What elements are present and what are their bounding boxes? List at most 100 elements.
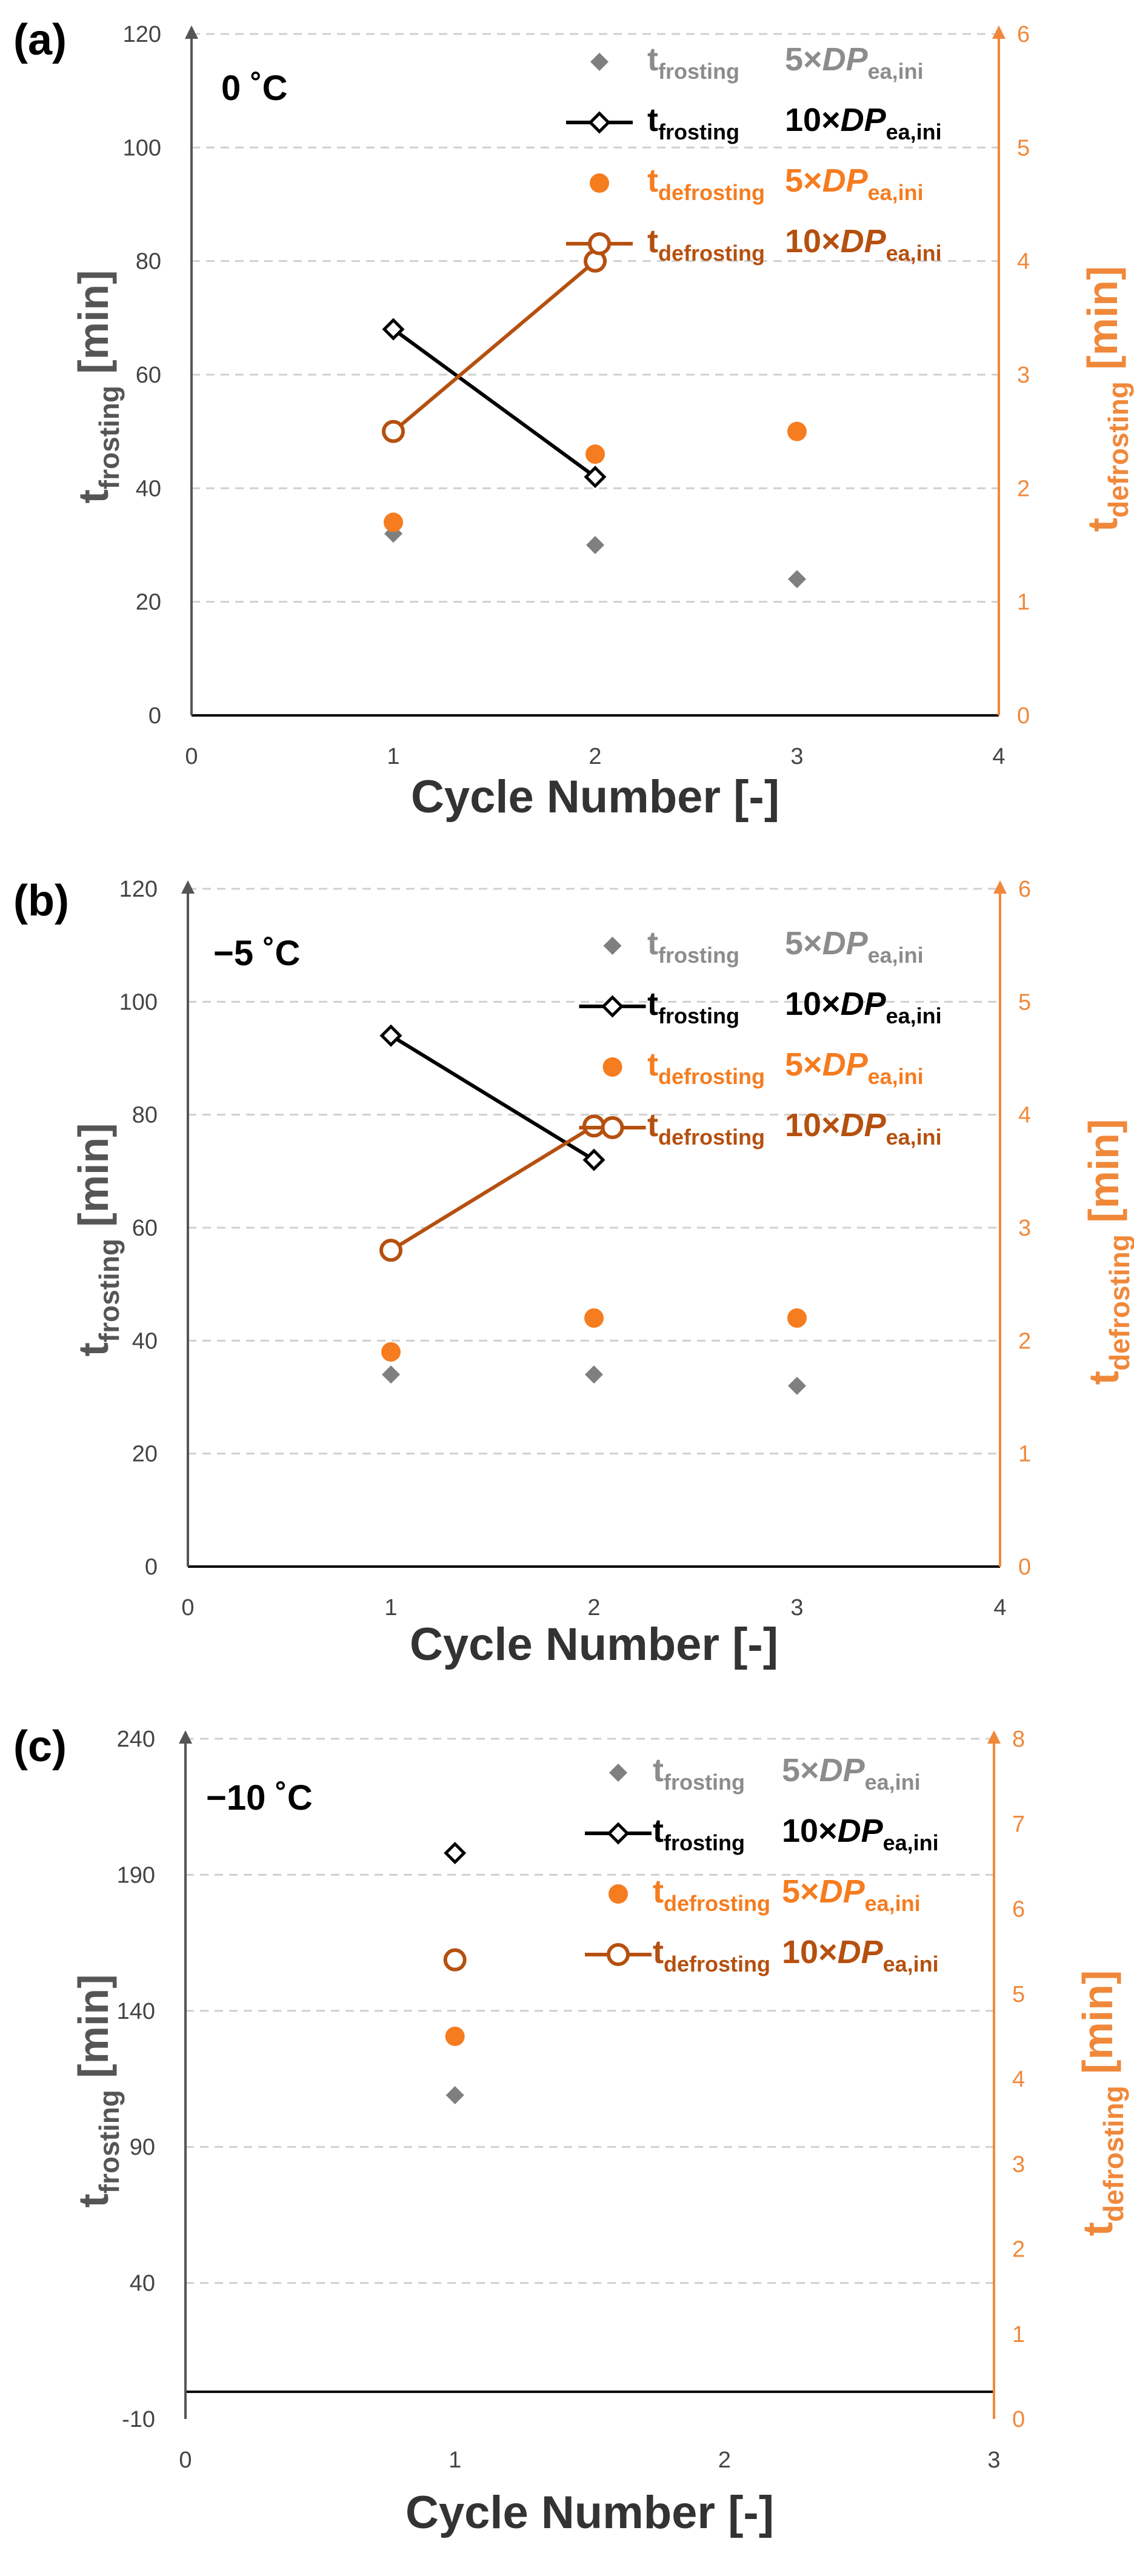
chart-panel-c: -10 40 90 140 190 240 0 1 2 3 4 5 6 7 8 0 1 2 3 Cycle Numbe…	[13, 1722, 1129, 2538]
legend-label-frost10: tfrosting	[647, 986, 739, 1028]
y-tick-label: 40	[130, 2271, 155, 2297]
y-tick-label: 100	[119, 989, 158, 1015]
legend-marker-defrost5	[590, 173, 609, 193]
x-tick-label: 2	[718, 2447, 731, 2473]
panel-label: (c)	[13, 1722, 67, 1771]
panel-label: (a)	[13, 16, 67, 64]
legend-condition-frost10: 10×DPea,ini	[785, 986, 942, 1028]
legend-marker-frost5	[603, 937, 622, 955]
data-point-defrost5	[384, 512, 403, 532]
data-point-defrost5	[787, 421, 807, 441]
y-tick-label: 120	[123, 22, 161, 47]
x-tick-label: 3	[987, 2447, 1000, 2473]
data-point-frost10	[582, 1148, 605, 1171]
data-point-defrost5	[787, 1308, 807, 1328]
data-point-frost5	[382, 1365, 400, 1384]
x-tick-label: 1	[449, 2447, 461, 2473]
panel-label: (b)	[13, 877, 69, 925]
legend-marker-frost5	[609, 1764, 627, 1782]
legend-label-defrost5: tdefrosting	[647, 1046, 765, 1089]
right-axis-arrow	[987, 1730, 1001, 1744]
legend-condition-defrost5: 5×DPea,ini	[782, 1873, 921, 1916]
legend-label-defrost5: tdefrosting	[653, 1873, 770, 1916]
y-axis-label: tfrosting [min]	[70, 1974, 125, 2207]
y2-tick-label: 6	[1017, 22, 1030, 47]
y-tick-label: 0	[148, 703, 161, 729]
data-point-frost10	[584, 466, 607, 489]
temperature-annotation: −5 ˚C	[213, 934, 300, 973]
legend-condition-frost5: 5×DPea,ini	[785, 41, 924, 84]
data-point-frost10	[382, 318, 405, 341]
legend-condition-frost5: 5×DPea,ini	[782, 1752, 921, 1795]
series-line-frost10	[390, 1034, 595, 1162]
legend-marker-defrost10	[588, 232, 611, 255]
legend-condition-defrost10: 10×DPea,ini	[785, 223, 942, 266]
data-point-frost5	[445, 2086, 464, 2104]
y2-tick-label: 5	[1017, 135, 1030, 161]
y2-tick-label: 2	[1017, 476, 1030, 501]
y2-tick-label: 2	[1018, 1328, 1031, 1354]
y-tick-label: 140	[117, 1999, 155, 2024]
x-tick-label: 1	[387, 744, 399, 769]
data-point-defrost10	[382, 420, 405, 443]
x-axis-label: Cycle Number [-]	[411, 771, 779, 823]
legend-label-defrost5: tdefrosting	[647, 162, 765, 205]
legend-condition-defrost5: 5×DPea,ini	[785, 162, 924, 205]
y2-tick-label: 5	[1012, 1982, 1025, 2007]
y2-tick-label: 0	[1012, 2407, 1025, 2432]
x-tick-label: 2	[589, 744, 601, 769]
data-point-defrost5	[445, 2026, 465, 2046]
legend: tfrosting 5×DPea,ini tfrosting 10×DPea,ini t…	[579, 925, 942, 1149]
legend-label-frost5: tfrosting	[647, 41, 739, 84]
y2-tick-label: 4	[1018, 1103, 1031, 1128]
y-tick-label: 90	[130, 2135, 155, 2160]
y-tick-label: 190	[117, 1862, 155, 1888]
legend-condition-frost5: 5×DPea,ini	[785, 925, 924, 968]
data-point-defrost5	[584, 1308, 604, 1328]
data-point-frost10	[379, 1024, 402, 1047]
y2-tick-label: 3	[1017, 363, 1030, 388]
y-tick-label: 60	[136, 363, 161, 388]
legend-marker-defrost5	[602, 1057, 622, 1077]
x-tick-label: 3	[790, 1595, 803, 1621]
legend-condition-frost10: 10×DPea,ini	[782, 1813, 939, 1855]
legend-marker-frost5	[590, 53, 609, 71]
legend-condition-defrost10: 10×DPea,ini	[785, 1107, 942, 1149]
y2-tick-label: 3	[1012, 2152, 1025, 2177]
left-axis-arrow	[181, 880, 195, 894]
x-axis-label: Cycle Number [-]	[410, 1619, 778, 1670]
x-tick-label: 0	[181, 1595, 194, 1621]
y-tick-label: 20	[136, 590, 161, 615]
y2-tick-label: 0	[1018, 1554, 1031, 1580]
y2-tick-label: 2	[1012, 2237, 1025, 2263]
data-point-frost5	[585, 1365, 603, 1384]
legend-label-frost10: tfrosting	[653, 1813, 745, 1855]
x-tick-label: 0	[179, 2447, 192, 2473]
legend-label-defrost10: tdefrosting	[647, 223, 765, 266]
legend-condition-defrost10: 10×DPea,ini	[782, 1934, 939, 1976]
legend-label-frost10: tfrosting	[647, 102, 739, 144]
data-point-defrost5	[381, 1342, 401, 1362]
y-tick-label: 40	[136, 476, 161, 501]
legend: tfrosting 5×DPea,ini tfrosting 10×DPea,ini t…	[585, 1752, 939, 1976]
y2-tick-label: 1	[1012, 2322, 1025, 2347]
series-line-defrost10	[390, 1124, 595, 1252]
x-tick-label: 4	[992, 744, 1005, 769]
y2-tick-label: 1	[1018, 1442, 1031, 1467]
temperature-annotation: 0 ˚C	[221, 69, 288, 108]
y-tick-label: 100	[123, 135, 161, 161]
y2-tick-label: 6	[1018, 877, 1031, 902]
x-tick-label: 2	[587, 1595, 600, 1621]
y2-tick-label: 7	[1012, 1812, 1025, 1837]
y-tick-label: 80	[136, 249, 161, 275]
legend-condition-frost10: 10×DPea,ini	[785, 102, 942, 144]
y-tick-label: 20	[132, 1442, 158, 1467]
legend-condition-defrost5: 5×DPea,ini	[785, 1046, 924, 1089]
legend-label-frost5: tfrosting	[647, 925, 739, 968]
y2-tick-label: 3	[1018, 1216, 1031, 1241]
left-axis-arrow	[185, 25, 198, 39]
data-point-defrost5	[585, 444, 605, 464]
y2-tick-label: 8	[1012, 1727, 1025, 1752]
y2-tick-label: 1	[1017, 590, 1030, 615]
